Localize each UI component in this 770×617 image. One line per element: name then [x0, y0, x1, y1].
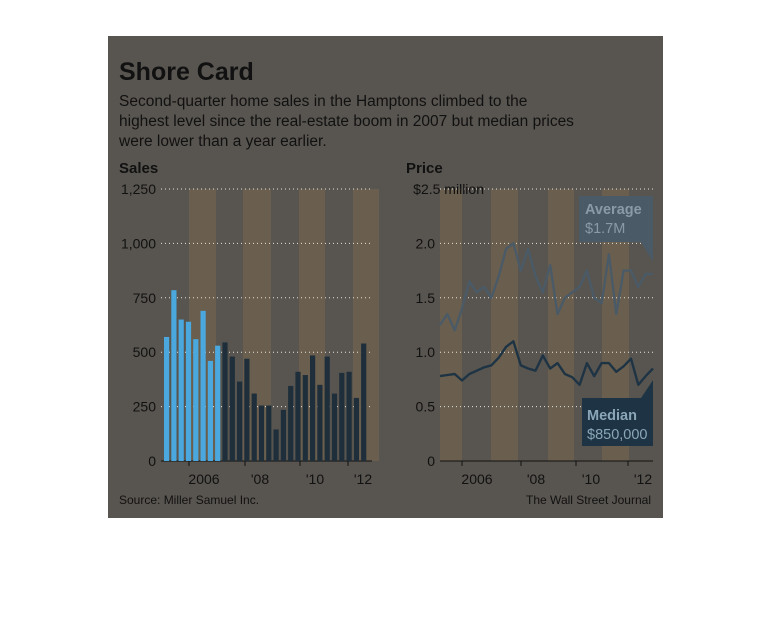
sales-bar [185, 321, 192, 461]
subtitle-line-3: were lower than a year earlier. [118, 133, 327, 150]
sales-bar [237, 381, 243, 461]
sales-panel-title: Sales [119, 160, 158, 177]
average-label: Average [585, 202, 642, 218]
price-x-tick-labels: 2006 '08 '10 '12 [461, 461, 652, 487]
sales-y-tick-label: 1,000 [121, 235, 156, 251]
sales-bar [353, 397, 359, 461]
sales-x-tick-label: '10 [306, 471, 324, 487]
price-x-tick-label: '08 [527, 471, 545, 487]
sales-bar [171, 290, 177, 461]
price-gridlines [440, 188, 653, 462]
price-y-tick-label: 2.0 [416, 235, 436, 251]
sales-bar [164, 336, 170, 461]
sales-bar [302, 375, 308, 461]
credit-note: The Wall Street Journal [526, 493, 651, 507]
average-value-label: $1.7M [585, 221, 625, 237]
sales-bar [295, 371, 301, 461]
sales-bar [229, 356, 235, 461]
median-label-box [582, 398, 653, 446]
median-price-line [439, 340, 654, 386]
sales-bar [346, 371, 352, 461]
sales-bars [164, 290, 367, 461]
price-y-tick-label: 1.0 [416, 344, 436, 360]
sales-x-tick-label: '08 [251, 471, 269, 487]
median-label-pointer [641, 380, 653, 398]
sales-bar [200, 310, 206, 461]
price-x-tick-label: 2006 [461, 471, 492, 487]
sales-bar [331, 393, 338, 461]
sales-bar [280, 409, 286, 461]
sales-x-tick-labels: 2006 '08 '10 '12 [188, 461, 372, 487]
sales-bar [317, 384, 323, 461]
price-x-tick-label: '10 [582, 471, 600, 487]
sales-bar [251, 393, 257, 461]
price-y-tick-label: 0 [427, 453, 435, 469]
sales-y-tick-label: 250 [133, 399, 157, 415]
median-value-label: $850,000 [587, 427, 647, 443]
sales-bar [244, 358, 250, 461]
price-y-tick-labels: $2.5 million 2.0 1.5 1.0 0.5 0 [413, 181, 484, 469]
sales-y-tick-label: 750 [133, 290, 157, 306]
sales-bar [207, 360, 213, 461]
sales-bar [258, 405, 265, 461]
average-price-line [439, 242, 653, 332]
sales-bar [361, 343, 367, 461]
source-note: Source: Miller Samuel Inc. [119, 493, 259, 507]
average-label-box [579, 196, 653, 242]
price-x-tick-label: '12 [634, 471, 652, 487]
sales-x-tick-label: '12 [354, 471, 372, 487]
sales-y-tick-label: 1,250 [121, 181, 156, 197]
price-lines [439, 242, 654, 386]
price-year-band [548, 189, 574, 461]
sales-bar [266, 405, 272, 461]
price-y-tick-label: $2.5 million [413, 181, 484, 197]
price-year-band [491, 189, 518, 461]
sales-bar [178, 319, 184, 461]
price-y-tick-label: 0.5 [416, 399, 436, 415]
sales-y-tick-label: 0 [148, 453, 156, 469]
sales-y-tick-label: 500 [133, 344, 157, 360]
price-panel-title: Price [406, 160, 443, 177]
sales-bar [222, 342, 228, 461]
sales-bar [310, 355, 316, 461]
sales-bar [273, 429, 279, 461]
sales-x-tick-label: 2006 [188, 471, 219, 487]
price-y-tick-label: 1.5 [416, 290, 436, 306]
sales-bar [215, 345, 221, 461]
sales-bar [324, 356, 330, 461]
sales-bar [288, 385, 294, 461]
average-label-pointer [641, 242, 653, 262]
subtitle-line-2: highest level since the real-estate boom… [119, 113, 574, 130]
median-label: Median [587, 408, 637, 424]
chart-title: Shore Card [119, 58, 254, 86]
sales-bar [339, 372, 345, 461]
subtitle-line-1: Second-quarter home sales in the Hampton… [119, 93, 527, 110]
sales-y-tick-labels: 1,250 1,000 750 500 250 0 [121, 181, 156, 469]
sales-bar [193, 339, 199, 461]
